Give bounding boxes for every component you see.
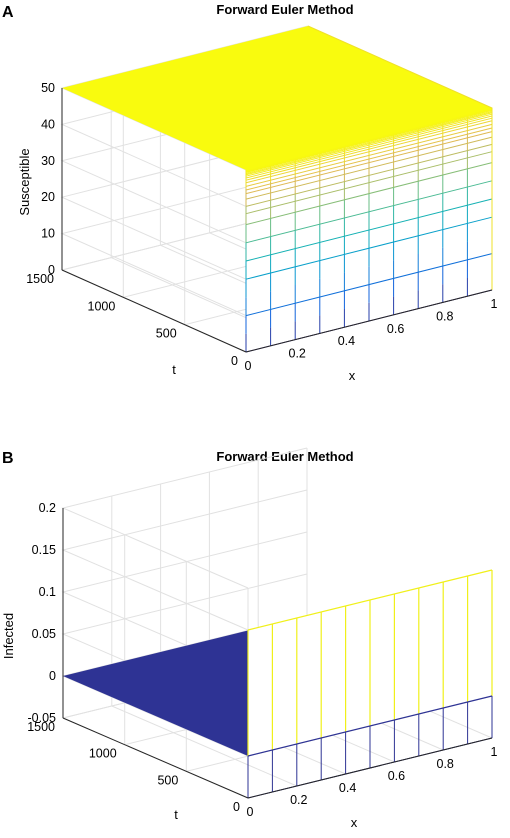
t-axis [62, 717, 249, 799]
z-tick-labels: -0.05 0 0.05 0.1 0.15 0.2 [28, 501, 57, 725]
x-tick-label: 1 [491, 745, 498, 759]
z-tick-label: 0.1 [39, 585, 56, 599]
x-tick-labels: 0 0.2 0.4 0.6 0.8 1 [245, 297, 498, 373]
surface-level-line [245, 162, 493, 226]
x-tick-label: 0 [247, 805, 254, 819]
x-axis-label: x [349, 368, 356, 383]
axes-lines [61, 88, 493, 353]
y-tick-label: 0 [233, 800, 240, 814]
z-tick-label: 40 [41, 117, 55, 131]
y-axis-label: t [172, 362, 176, 377]
z-tick-label: -0.05 [28, 711, 57, 725]
surface-edge [307, 25, 493, 290]
z-tick-label: 50 [41, 81, 55, 95]
surface-level-line [245, 180, 493, 244]
z-axis-label: Infected [1, 613, 16, 659]
z-tick-label: 10 [41, 227, 55, 241]
y-tick-label: 1500 [26, 272, 54, 286]
z-tick-label: 0.2 [39, 501, 56, 515]
surface-top [62, 26, 492, 170]
x-tick-labels: 0 0.2 0.4 0.6 0.8 1 [247, 745, 498, 819]
panel-label: A [2, 4, 14, 21]
surface-level-line [245, 108, 493, 172]
x-tick-label: 0.4 [338, 334, 355, 348]
surface-level-line [245, 120, 493, 184]
x-axis [245, 289, 493, 353]
x-tick-label: 0.2 [289, 347, 306, 361]
surface-level-line [245, 112, 493, 176]
z-tick-label: 0.15 [32, 543, 56, 557]
surface-level-line [245, 123, 493, 187]
x-tick-label: 0.6 [387, 322, 404, 336]
z-tick-label: 0.05 [32, 627, 56, 641]
z-axis-label: Susceptible [17, 148, 32, 215]
x-tick-label: 0.8 [436, 309, 453, 323]
y-tick-label: 500 [157, 773, 178, 787]
x-tick-label: 0 [245, 359, 252, 373]
x-tick-label: 1 [491, 297, 498, 311]
axes-lines [62, 508, 493, 799]
panel-label: B [2, 450, 14, 467]
surface-level-line [245, 107, 493, 171]
y-tick-label: 0 [231, 354, 238, 368]
z-tick-labels: 0 10 20 30 40 50 [41, 81, 55, 277]
x-tick-label: 0.2 [290, 793, 307, 807]
z-tick-label: 30 [41, 154, 55, 168]
surface-base-edge [247, 695, 493, 757]
chart-title: Forward Euler Method [216, 2, 353, 17]
y-tick-labels: 0 500 1000 1500 [27, 720, 240, 814]
surface-level-line [245, 108, 493, 172]
y-tick-label: 500 [156, 327, 177, 341]
panel-b: B Forward Euler Method -0.05 0 0.05 0.1 0.15… [1, 447, 498, 830]
chart-title: Forward Euler Method [216, 449, 353, 464]
surface-level-line [245, 151, 493, 215]
t-axis [61, 269, 247, 353]
surface-level-line [245, 127, 493, 191]
surface-level-line [245, 109, 493, 173]
surface-level-line [245, 216, 493, 280]
surface-level-line [245, 111, 493, 175]
surface-level-line [245, 143, 493, 207]
y-tick-label: 1000 [88, 299, 116, 313]
x-tick-label: 0.4 [339, 781, 356, 795]
surface-peak-edge [247, 569, 493, 631]
surface-level-line [245, 131, 493, 195]
z-gridline [61, 489, 308, 631]
x-axis [247, 737, 493, 799]
z-tick-label: 0 [48, 263, 55, 277]
y-tick-label: 1500 [27, 720, 55, 734]
surface-level-line [245, 198, 493, 262]
y-tick-label: 1000 [89, 747, 117, 761]
y-axis-label: t [174, 807, 178, 822]
surface-plot [62, 25, 493, 353]
surface-level-line [245, 117, 493, 181]
z-gridline [61, 447, 308, 589]
surface-level-line [245, 253, 493, 317]
z-tick-label: 20 [41, 190, 55, 204]
x-tick-label: 0.8 [437, 757, 454, 771]
y-tick-labels: 0 500 1000 1500 [26, 272, 238, 368]
surface-level-line [245, 113, 493, 177]
surface-level-line [245, 115, 493, 179]
x-axis-label: x [351, 815, 358, 830]
surface-plot [63, 569, 493, 799]
surface-level-line [245, 110, 493, 174]
z-tick-label: 0 [49, 669, 56, 683]
surface-level-line [245, 136, 493, 200]
x-tick-label: 0.6 [388, 769, 405, 783]
